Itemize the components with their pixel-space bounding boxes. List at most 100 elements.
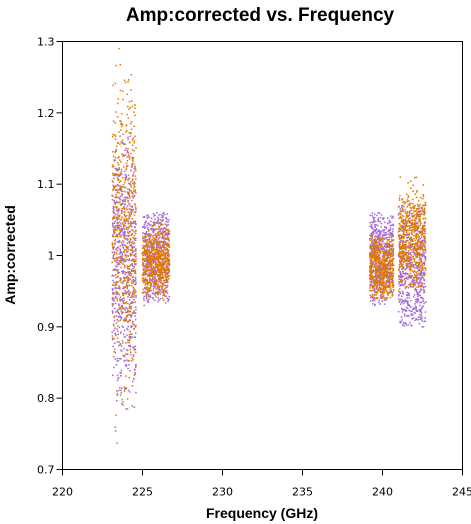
data-point bbox=[384, 285, 386, 288]
data-point bbox=[160, 227, 162, 230]
data-point bbox=[416, 211, 419, 213]
data-point bbox=[120, 281, 123, 284]
data-point bbox=[132, 242, 134, 245]
data-point bbox=[115, 216, 118, 219]
data-point bbox=[418, 262, 421, 265]
data-point bbox=[399, 281, 401, 283]
data-point bbox=[387, 236, 389, 239]
data-point bbox=[418, 273, 420, 276]
data-point bbox=[415, 317, 417, 320]
data-point bbox=[118, 312, 120, 315]
data-point bbox=[381, 259, 384, 261]
data-point bbox=[372, 270, 375, 272]
data-point bbox=[145, 265, 148, 268]
data-point bbox=[385, 258, 387, 261]
data-point bbox=[369, 270, 372, 273]
data-point bbox=[129, 302, 132, 304]
data-point bbox=[413, 282, 415, 285]
data-point bbox=[409, 204, 411, 206]
data-point bbox=[409, 283, 411, 285]
data-point bbox=[157, 263, 160, 266]
data-point bbox=[120, 259, 123, 261]
data-point bbox=[398, 269, 400, 271]
data-point bbox=[131, 182, 134, 185]
data-point bbox=[167, 256, 170, 258]
data-point bbox=[399, 237, 401, 240]
data-point bbox=[119, 172, 122, 174]
data-point bbox=[112, 248, 115, 250]
data-point bbox=[150, 282, 152, 285]
data-point bbox=[402, 221, 404, 223]
data-point bbox=[375, 284, 377, 286]
data-point bbox=[164, 272, 166, 274]
data-point bbox=[418, 294, 420, 296]
data-point bbox=[126, 353, 129, 355]
data-point bbox=[157, 240, 159, 242]
data-point bbox=[113, 246, 115, 248]
data-point bbox=[116, 300, 119, 302]
data-point bbox=[122, 202, 124, 205]
data-point bbox=[124, 254, 126, 257]
data-point bbox=[380, 226, 382, 228]
data-point bbox=[419, 237, 422, 240]
data-point bbox=[147, 244, 149, 247]
data-point bbox=[152, 225, 154, 227]
data-point bbox=[123, 219, 125, 221]
data-point bbox=[399, 252, 401, 254]
data-point bbox=[406, 193, 408, 196]
data-point bbox=[382, 291, 385, 294]
data-point bbox=[383, 273, 385, 275]
data-point bbox=[121, 294, 124, 296]
data-point bbox=[378, 270, 381, 273]
data-point bbox=[372, 295, 374, 297]
data-point bbox=[163, 263, 166, 265]
data-point bbox=[409, 310, 412, 313]
data-point bbox=[381, 266, 384, 269]
data-point bbox=[401, 265, 404, 267]
data-point bbox=[130, 209, 133, 211]
data-point bbox=[401, 237, 403, 240]
data-point bbox=[120, 258, 123, 260]
data-point bbox=[383, 277, 385, 279]
data-point bbox=[127, 138, 129, 141]
data-point bbox=[162, 235, 165, 237]
data-point bbox=[419, 203, 421, 206]
data-point bbox=[122, 223, 124, 225]
data-point bbox=[417, 286, 420, 288]
data-point bbox=[163, 282, 165, 285]
data-point bbox=[143, 291, 145, 293]
data-point bbox=[399, 253, 401, 255]
data-point bbox=[407, 181, 409, 184]
data-point bbox=[114, 159, 116, 162]
data-point bbox=[126, 156, 128, 158]
data-point bbox=[399, 271, 401, 273]
data-point bbox=[144, 222, 146, 224]
data-point bbox=[119, 63, 122, 66]
data-point bbox=[412, 285, 414, 288]
data-point bbox=[404, 258, 406, 261]
data-point bbox=[123, 206, 125, 208]
data-point bbox=[418, 258, 421, 261]
data-point bbox=[377, 219, 380, 221]
data-point bbox=[370, 274, 372, 277]
data-point bbox=[115, 287, 118, 289]
data-point bbox=[401, 251, 404, 253]
data-point bbox=[126, 359, 128, 361]
data-point bbox=[123, 236, 126, 238]
data-point bbox=[118, 208, 120, 210]
y-axis: 0.70.80.911.11.21.3 bbox=[37, 36, 63, 477]
data-point bbox=[124, 280, 126, 282]
data-point bbox=[111, 243, 114, 246]
data-point bbox=[117, 185, 119, 187]
data-point bbox=[149, 290, 151, 292]
data-point bbox=[115, 290, 117, 293]
data-point bbox=[148, 272, 150, 275]
data-point bbox=[378, 249, 381, 251]
data-point bbox=[402, 251, 405, 253]
data-point bbox=[415, 236, 418, 239]
data-point bbox=[387, 293, 389, 296]
data-point bbox=[387, 291, 389, 294]
data-point bbox=[389, 275, 391, 277]
data-point bbox=[158, 226, 161, 228]
data-point bbox=[116, 241, 118, 243]
